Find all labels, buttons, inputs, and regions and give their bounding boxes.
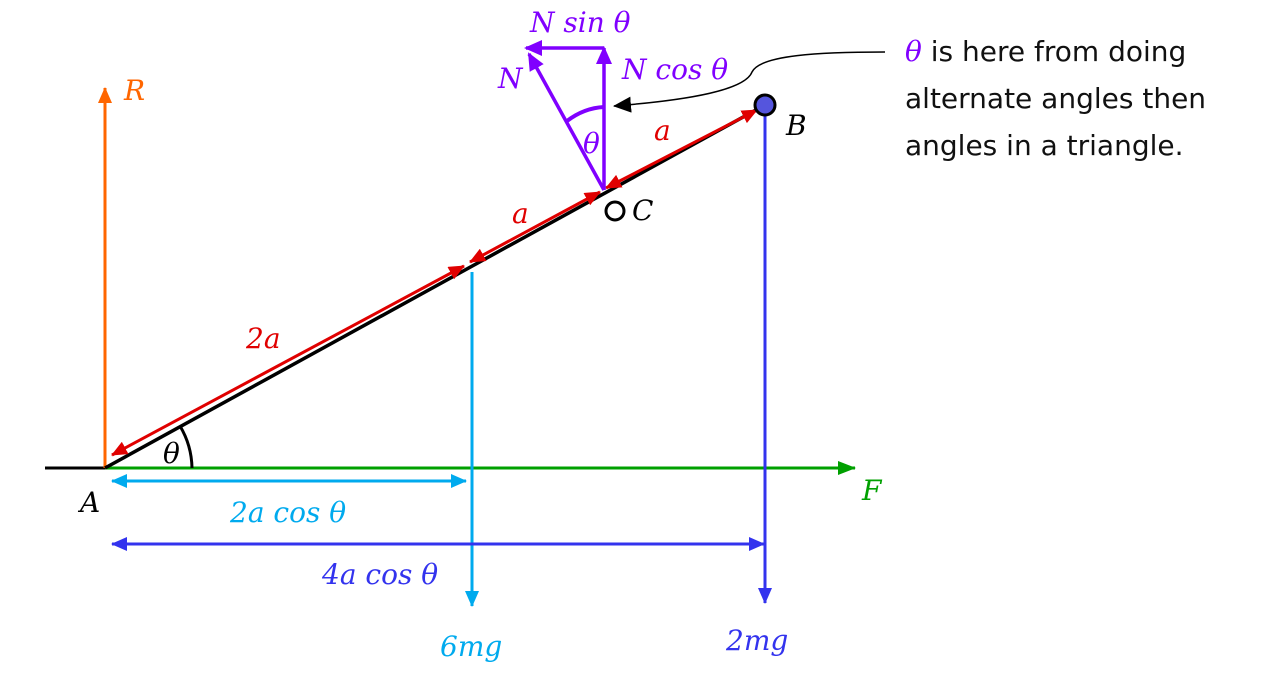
- normal-arrow: [527, 52, 606, 191]
- label-theta-N: θ: [583, 127, 600, 160]
- label-2mg: 2mg: [725, 624, 788, 657]
- label-N-cos: N cos θ: [621, 53, 728, 86]
- label-F: F: [861, 474, 883, 507]
- length-a2-arrow: [605, 108, 758, 190]
- annotation-pointer: [613, 51, 886, 113]
- label-R: R: [123, 74, 145, 107]
- angle-arc-A: [178, 425, 194, 469]
- length-2a-arrow: [111, 264, 465, 457]
- label-a2: a: [654, 114, 671, 147]
- note-line-2: alternate angles then: [905, 82, 1207, 115]
- label-a1: a: [512, 197, 529, 230]
- note-theta: θ: [905, 35, 922, 68]
- point-C: [604, 200, 626, 222]
- label-N: N: [497, 62, 524, 95]
- label-2a: 2a: [245, 322, 281, 355]
- label-B: B: [785, 109, 807, 142]
- label-4acos: 4a cos θ: [321, 558, 438, 591]
- angle-arc-N: [565, 105, 605, 123]
- label-theta-A: θ: [163, 437, 180, 470]
- rod: [104, 103, 766, 470]
- note-line-1-text: is here from doing: [921, 35, 1187, 68]
- label-2acos: 2a cos θ: [229, 496, 346, 529]
- note-line-1: θ is here from doing: [905, 28, 1206, 75]
- length-a1-arrow: [469, 190, 601, 264]
- note-line-3: angles in a triangle.: [905, 129, 1184, 162]
- label-6mg: 6mg: [440, 630, 502, 663]
- annotation-note: θ is here from doing alternate angles th…: [905, 28, 1206, 169]
- point-B: [753, 93, 777, 117]
- label-A: A: [77, 486, 100, 519]
- label-C: C: [632, 194, 653, 227]
- label-N-sin: N sin θ: [529, 6, 631, 39]
